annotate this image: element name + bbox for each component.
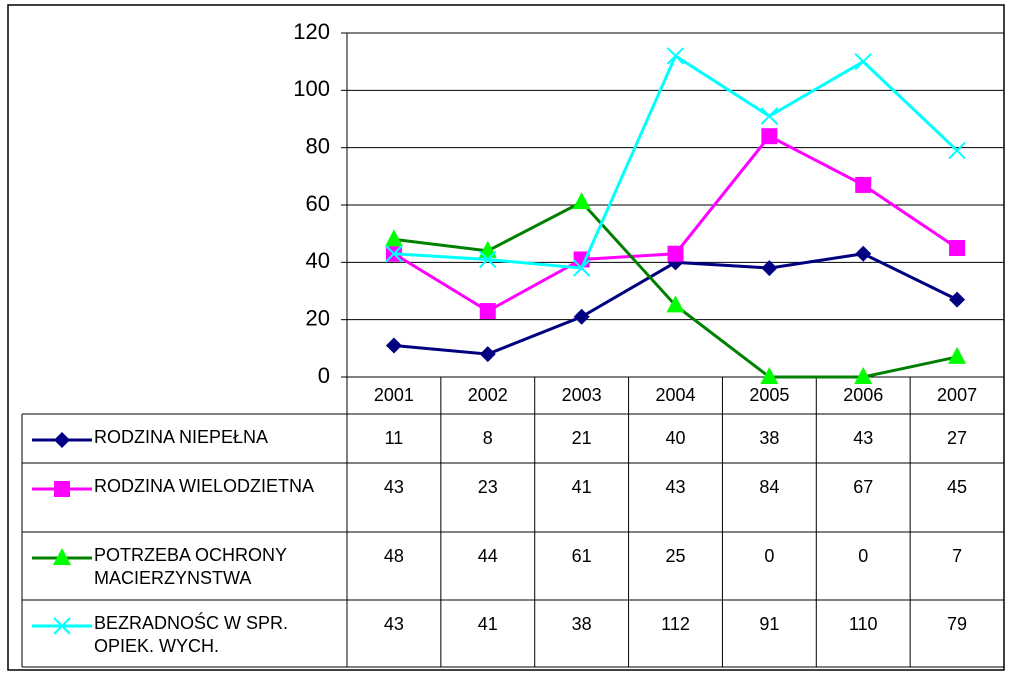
table-value: 0 xyxy=(764,546,774,566)
point xyxy=(573,308,590,325)
point xyxy=(667,245,684,262)
y-tick-label: 100 xyxy=(293,76,330,101)
table-value: 27 xyxy=(947,428,967,448)
table-value: 43 xyxy=(384,614,404,634)
legend-label: POTRZEBA OCHRONY MACIERZYNSTWA xyxy=(94,545,287,588)
table-value: 8 xyxy=(483,428,493,448)
point xyxy=(854,52,872,71)
point xyxy=(479,346,496,363)
point xyxy=(479,250,497,269)
table-value: 40 xyxy=(665,428,685,448)
point xyxy=(666,295,685,313)
legend-label: RODZINA NIEPEŁNA xyxy=(94,427,269,447)
y-tick-label: 20 xyxy=(306,305,330,330)
x-tick-label: 2002 xyxy=(468,385,508,405)
point xyxy=(666,47,685,65)
point xyxy=(572,192,591,210)
table-value: 11 xyxy=(385,428,404,448)
point xyxy=(479,303,496,320)
table-value: 110 xyxy=(849,614,878,634)
point xyxy=(854,367,873,384)
y-tick-label: 60 xyxy=(306,191,330,216)
table-value: 48 xyxy=(384,546,404,566)
point xyxy=(572,259,591,277)
table-value: 38 xyxy=(572,614,592,634)
table-value: 45 xyxy=(947,477,967,497)
point xyxy=(855,245,872,262)
x-tick-label: 2004 xyxy=(655,385,695,405)
legend-label: RODZINA WIELODZIETNA xyxy=(94,476,315,496)
table-value: 25 xyxy=(665,546,685,566)
table-value: 91 xyxy=(759,614,779,634)
table-value: 112 xyxy=(661,614,690,634)
table-value: 84 xyxy=(759,477,779,497)
y-tick-label: 40 xyxy=(306,248,330,273)
point xyxy=(761,128,778,145)
table-value: 7 xyxy=(952,546,962,566)
y-tick-label: 80 xyxy=(306,133,330,158)
legend-label-box: RODZINA WIELODZIETNA xyxy=(94,476,315,496)
table-value: 41 xyxy=(572,477,592,497)
table-value: 0 xyxy=(858,546,868,566)
point xyxy=(760,367,779,384)
point xyxy=(385,245,403,263)
point xyxy=(760,107,779,125)
table-value: 21 xyxy=(572,428,592,448)
chart-border xyxy=(7,4,1005,671)
x-tick-label: 2006 xyxy=(843,385,883,405)
point xyxy=(948,346,967,364)
table-value: 38 xyxy=(759,428,779,448)
y-tick-label: 120 xyxy=(293,19,330,44)
table-value: 43 xyxy=(384,477,404,497)
legend-marker xyxy=(54,481,70,497)
point xyxy=(385,337,402,354)
table-value: 43 xyxy=(853,428,873,448)
table-value: 61 xyxy=(572,546,592,566)
legend-label-box: BEZRADNOŚC W SPR. OPIEK. WYCH. xyxy=(94,613,289,656)
x-tick-label: 2003 xyxy=(562,385,602,405)
legend-label: BEZRADNOŚC W SPR. OPIEK. WYCH. xyxy=(94,613,289,656)
x-tick-label: 2005 xyxy=(749,385,789,405)
point xyxy=(949,291,966,308)
table-value: 43 xyxy=(665,477,685,497)
legend-marker xyxy=(53,617,71,635)
legend-marker xyxy=(54,432,70,448)
table-value: 79 xyxy=(947,614,967,634)
table-value: 41 xyxy=(478,614,498,634)
table-value: 23 xyxy=(478,477,498,497)
table-value: 67 xyxy=(853,477,873,497)
legend-marker xyxy=(53,548,71,565)
point xyxy=(948,141,966,160)
point xyxy=(761,260,778,277)
point xyxy=(384,229,403,247)
point xyxy=(855,176,872,193)
legend-label-box: POTRZEBA OCHRONY MACIERZYNSTWA xyxy=(94,545,287,588)
x-tick-label: 2001 xyxy=(374,385,414,405)
point xyxy=(949,240,966,256)
table-value: 44 xyxy=(478,546,498,566)
x-tick-label: 2007 xyxy=(937,385,977,405)
y-tick-label: 0 xyxy=(318,363,330,388)
legend-label-box: RODZINA NIEPEŁNA xyxy=(94,427,269,447)
